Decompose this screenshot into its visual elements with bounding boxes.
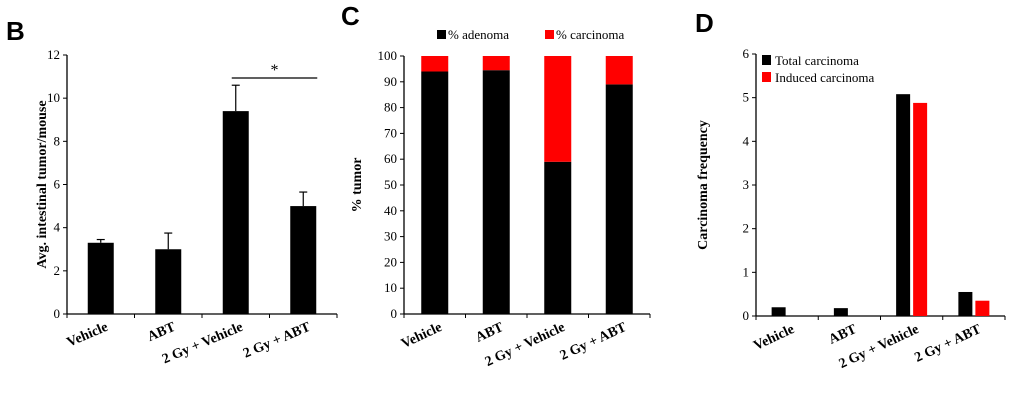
x-category-label: ABT: [827, 322, 860, 348]
x-category-label: ABT: [474, 320, 507, 346]
y-tick-label: 0: [743, 308, 750, 323]
grouped-bar: [771, 307, 786, 316]
y-tick-label: 6: [54, 177, 61, 192]
y-tick-label: 60: [384, 151, 397, 166]
y-tick-label: 2: [743, 221, 750, 236]
chart-panel-b: 0 2 4 6 8 10 12 Avg. intestinal tumor/mouse Vehi…: [35, 47, 338, 367]
legend-label: Induced carcinoma: [775, 70, 874, 85]
panel-letter-c: C: [341, 1, 360, 31]
chart-panel-c: 0 10 20 30 40 50 60 70 80 90 100 % tumor Vehicle ABT 2…: [350, 27, 651, 370]
y-axis-label: % tumor: [350, 158, 365, 213]
x-category-label: 2 Gy + ABT: [558, 320, 630, 364]
grouped-bar: [896, 94, 911, 316]
y-tick-label: 70: [384, 125, 397, 140]
y-tick-label: 3: [743, 177, 750, 192]
bar: [87, 242, 114, 314]
stacked-bar-segment: [605, 84, 633, 314]
stacked-bar-segment: [482, 56, 510, 71]
y-tick-label: 6: [743, 46, 750, 61]
y-tick-label: 4: [743, 133, 750, 148]
y-tick-label: 50: [384, 177, 397, 192]
y-tick-label: 8: [54, 133, 61, 148]
legend-label: % carcinoma: [556, 27, 624, 42]
bar: [290, 206, 317, 314]
y-tick-label: 2: [54, 263, 61, 278]
x-category-label: Vehicle: [399, 320, 444, 352]
y-tick-label: 20: [384, 254, 397, 269]
grouped-bar: [975, 300, 990, 316]
bar: [155, 249, 182, 314]
stacked-bar-segment: [482, 70, 510, 314]
significance-star: *: [271, 62, 279, 79]
y-tick-label: 5: [743, 90, 750, 105]
stacked-bar-segment: [544, 161, 572, 314]
panel-letter-b: B: [6, 16, 25, 46]
grouped-bar: [833, 308, 848, 316]
y-tick-label: 1: [743, 264, 750, 279]
y-tick-label: 12: [47, 47, 60, 62]
y-axis-label: Avg. intestinal tumor/mouse: [35, 100, 50, 268]
y-tick-label: 30: [384, 229, 397, 244]
y-tick-label: 40: [384, 203, 397, 218]
y-tick-label: 10: [384, 280, 397, 295]
stacked-bar-segment: [421, 71, 449, 314]
legend-swatch: [437, 30, 446, 39]
x-category-label: Vehicle: [65, 320, 110, 351]
x-category-label: 2 Gy + ABT: [241, 320, 313, 362]
x-category-label: 2 Gy + ABT: [913, 322, 985, 366]
y-tick-label: 0: [54, 306, 61, 321]
stacked-bar-segment: [421, 56, 449, 72]
chart-panel-d: 0 1 2 3 4 5 6 Carcinoma frequency Vehicle ABT 2 Gy…: [696, 46, 1006, 372]
y-tick-label: 80: [384, 100, 397, 115]
y-tick-label: 4: [54, 220, 61, 235]
bar: [222, 111, 249, 314]
y-tick-label: 10: [47, 90, 60, 105]
legend-label: % adenoma: [448, 27, 509, 42]
legend-swatch: [762, 55, 771, 65]
legend-label: Total carcinoma: [775, 53, 859, 68]
panel-letter-d: D: [695, 8, 714, 38]
y-tick-label: 100: [378, 48, 398, 63]
legend-swatch: [762, 72, 771, 82]
grouped-bar: [913, 102, 928, 316]
legend-swatch: [545, 30, 554, 39]
stacked-bar-segment: [544, 56, 572, 162]
y-tick-label: 90: [384, 74, 397, 89]
y-tick-label: 0: [391, 306, 398, 321]
x-category-label: Vehicle: [751, 322, 796, 354]
x-category-label: ABT: [145, 320, 178, 345]
y-axis-label: Carcinoma frequency: [696, 120, 711, 250]
stacked-bar-segment: [605, 56, 633, 85]
grouped-bar: [958, 291, 973, 316]
